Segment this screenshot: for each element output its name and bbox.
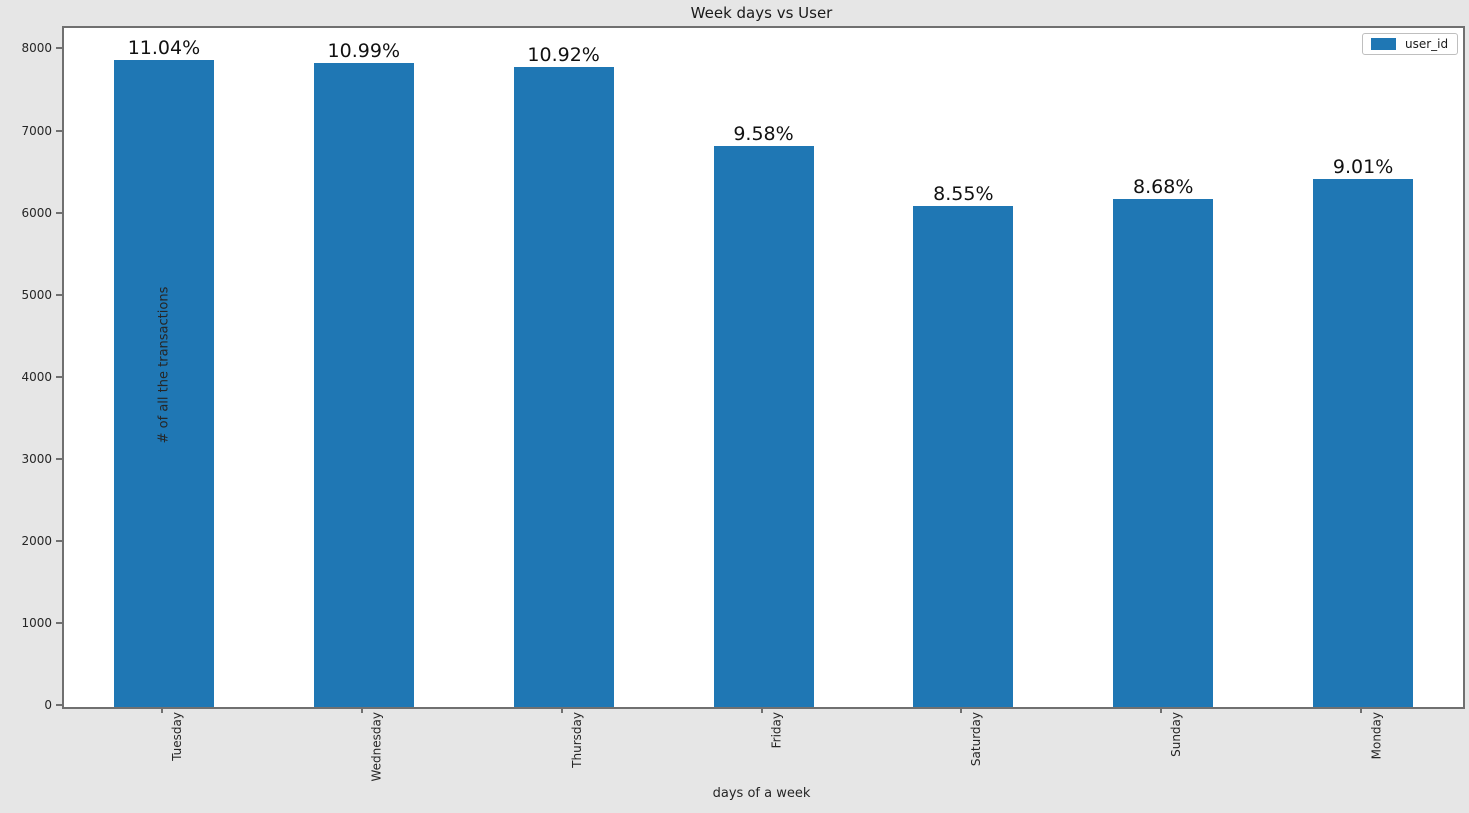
bar-thursday	[513, 67, 614, 707]
x-tick-mark	[1160, 707, 1163, 713]
x-axis-label: days of a week	[712, 786, 811, 801]
legend-swatch-icon	[1371, 38, 1396, 50]
legend-label: user_id	[1405, 37, 1449, 51]
bar-saturday	[913, 206, 1014, 707]
y-tick-label: 1000	[21, 615, 52, 630]
x-tick-label-thursday: Thursday	[569, 712, 584, 768]
y-tick-label: 4000	[21, 369, 52, 384]
y-tick-mark	[56, 539, 62, 542]
bar-value-label: 8.68%	[1133, 175, 1194, 198]
x-tick-mark	[160, 707, 163, 713]
y-tick-label: 0	[44, 698, 52, 712]
y-tick-label: 3000	[21, 451, 52, 466]
y-tick-mark	[56, 375, 62, 378]
bar-value-label: 10.99%	[327, 40, 401, 63]
y-axis-label: # of all the transactions	[156, 286, 172, 444]
x-tick-label-saturday: Saturday	[969, 712, 984, 767]
x-tick-label-wednesday: Wednesday	[369, 712, 384, 782]
bar-value-label: 10.92%	[527, 44, 600, 67]
y-tick-mark	[56, 704, 62, 706]
bar-wednesday	[313, 63, 414, 707]
bar-tuesday	[113, 60, 214, 707]
x-tick-mark	[1360, 707, 1363, 713]
y-tick-mark	[56, 211, 62, 214]
y-tick-label: 2000	[21, 533, 52, 548]
x-tick-mark	[360, 707, 363, 713]
x-tick-mark	[560, 707, 563, 713]
x-tick-label-tuesday: Tuesday	[169, 712, 184, 761]
bar-value-label: 9.01%	[1332, 156, 1394, 179]
chart-title: Week days vs User	[690, 4, 833, 22]
bar-value-label: 9.58%	[733, 122, 794, 145]
y-tick-mark	[56, 621, 62, 624]
x-tick-label-monday: Monday	[1369, 712, 1384, 760]
bar-value-label: 11.04%	[127, 37, 201, 60]
bar-monday	[1313, 179, 1414, 707]
legend: user_id	[1362, 33, 1458, 55]
y-tick-mark	[56, 457, 62, 460]
y-tick-label: 7000	[21, 123, 52, 138]
y-tick-label: 5000	[21, 287, 52, 302]
y-tick-label: 8000	[21, 41, 52, 56]
bar-sunday	[1113, 198, 1214, 707]
bar-value-label: 8.55%	[933, 183, 994, 206]
y-tick-mark	[56, 293, 62, 296]
y-tick-mark	[56, 129, 62, 132]
x-tick-mark	[760, 707, 763, 713]
x-tick-label-sunday: Sunday	[1169, 712, 1184, 757]
y-tick-label: 6000	[21, 205, 52, 220]
plot-area: 11.04% 10.99% 10.92% 9.58% 8.55% 8.68% 9.01%	[62, 26, 1465, 709]
bar-friday	[713, 145, 814, 707]
x-tick-mark	[960, 707, 963, 713]
x-tick-label-friday: Friday	[769, 712, 784, 749]
y-tick-mark	[56, 47, 62, 50]
